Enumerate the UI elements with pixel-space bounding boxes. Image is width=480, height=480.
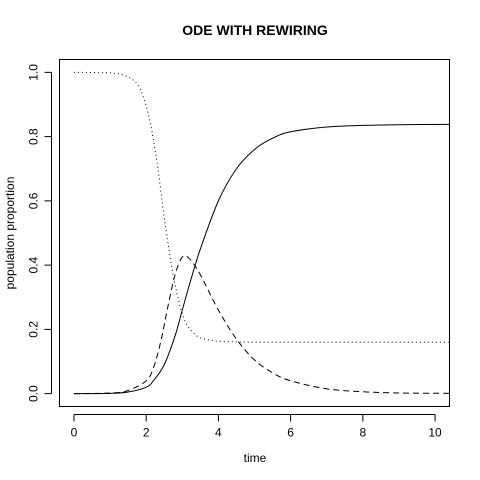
x-tick-label: 10 xyxy=(428,426,442,440)
x-tick-label: 2 xyxy=(143,426,150,440)
x-axis-label: time xyxy=(244,451,267,465)
series-line-dashed xyxy=(73,255,450,395)
series-line-dotted xyxy=(73,71,450,343)
x-tick-label: 6 xyxy=(287,426,294,440)
plot-area xyxy=(59,59,450,407)
y-tick-label: 0.6 xyxy=(27,192,41,209)
chart-title: ODE WITH REWIRING xyxy=(182,22,328,38)
y-tick-label: 0.4 xyxy=(27,256,41,273)
y-tick-label: 0.0 xyxy=(27,385,41,402)
y-tick-label: 1.0 xyxy=(27,64,41,81)
x-tick-label: 8 xyxy=(359,426,366,440)
x-tick-label: 4 xyxy=(215,426,222,440)
series-line-solid xyxy=(73,123,450,395)
y-axis: 0.0 0.2 0.4 0.6 0.8 1.0 xyxy=(27,64,52,402)
x-axis: 0 2 4 6 8 10 xyxy=(71,414,442,440)
x-tick-label: 0 xyxy=(71,426,78,440)
series-layer xyxy=(73,71,450,395)
y-axis-label: population proportion xyxy=(3,177,17,290)
y-tick-label: 0.8 xyxy=(27,128,41,145)
y-tick-label: 0.2 xyxy=(27,321,41,338)
